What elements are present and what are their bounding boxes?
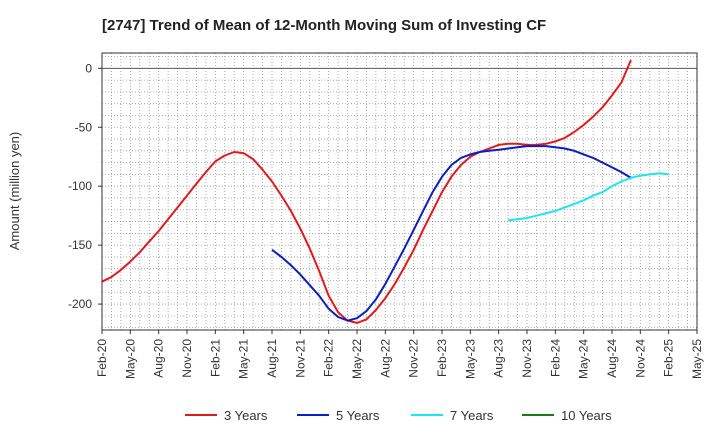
x-tick-label: May-22 xyxy=(350,339,364,379)
x-tick-label: Nov-22 xyxy=(407,339,421,378)
x-tick-label: Aug-22 xyxy=(378,339,392,378)
y-tick-label: 0 xyxy=(85,61,92,75)
x-tick-label: Aug-23 xyxy=(492,339,506,378)
axes xyxy=(98,52,698,334)
x-tick-label: May-20 xyxy=(123,339,137,379)
y-tick-label: -200 xyxy=(68,297,92,311)
series-line-7-years xyxy=(507,172,669,222)
series-line-5-years xyxy=(271,145,632,322)
legend-label: 10 Years xyxy=(561,408,612,423)
y-tick-labels: 0 -50 -100 -150 -200 xyxy=(68,61,92,311)
chart-title: [2747] Trend of Mean of 12-Month Moving … xyxy=(102,17,546,34)
legend-label: 7 Years xyxy=(450,408,494,423)
series-layer xyxy=(101,59,669,324)
x-tick-label: May-25 xyxy=(690,339,704,379)
x-tick-label: Feb-22 xyxy=(322,339,336,377)
x-tick-label: Feb-23 xyxy=(435,339,449,377)
x-tick-label: May-23 xyxy=(463,339,477,379)
x-tick-label: Aug-20 xyxy=(152,339,166,378)
x-tick-label: Feb-25 xyxy=(662,339,676,377)
x-tick-label: Feb-20 xyxy=(95,339,109,377)
y-tick-label: -150 xyxy=(68,238,92,252)
y-tick-label: -100 xyxy=(68,179,92,193)
grid xyxy=(101,53,698,330)
x-tick-label: Feb-24 xyxy=(548,339,562,377)
plot-frame xyxy=(101,52,698,331)
series-line-3-years xyxy=(101,59,632,324)
x-tick-label: Nov-20 xyxy=(180,339,194,378)
x-tick-label: May-24 xyxy=(577,339,591,379)
x-tick-label: Nov-24 xyxy=(633,339,647,378)
x-tick-label: Feb-21 xyxy=(208,339,222,377)
x-tick-labels: Feb-20 May-20 Aug-20 Nov-20 Feb-21 May-21 Aug-… xyxy=(95,339,704,379)
y-axis-label: Amount (million yen) xyxy=(7,132,22,251)
x-tick-label: Nov-23 xyxy=(520,339,534,378)
legend: 3 Years 5 Years 7 Years 10 Years xyxy=(185,408,612,423)
legend-label: 5 Years xyxy=(336,408,380,423)
y-tick-label: -50 xyxy=(75,120,93,134)
x-tick-label: May-21 xyxy=(237,339,251,379)
legend-label: 3 Years xyxy=(224,408,268,423)
x-tick-label: Aug-21 xyxy=(265,339,279,378)
x-tick-label: Aug-24 xyxy=(605,339,619,378)
plot-area xyxy=(102,53,697,330)
x-tick-label: Nov-21 xyxy=(293,339,307,378)
plot-background xyxy=(102,53,697,330)
